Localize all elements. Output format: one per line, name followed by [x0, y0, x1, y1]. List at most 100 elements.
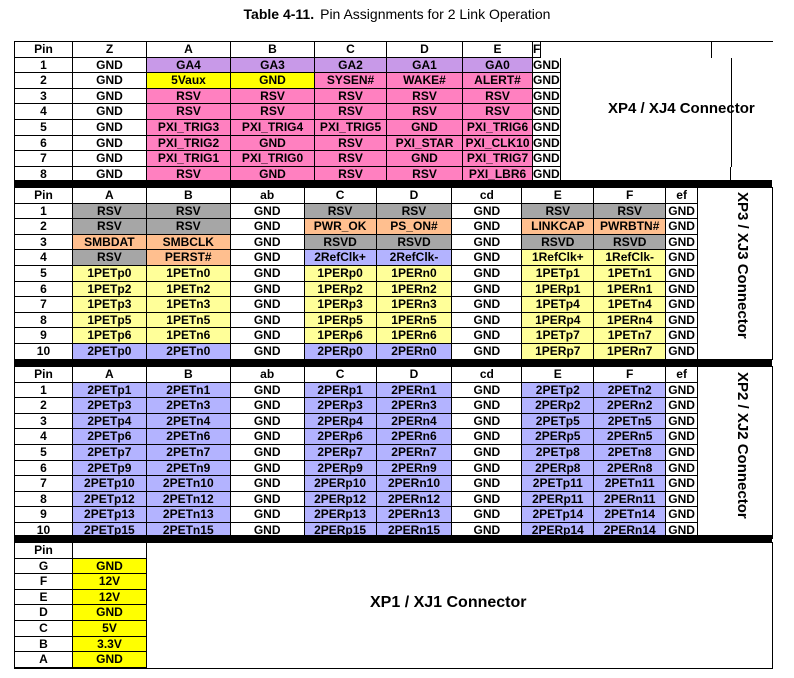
- table-row: 7 1PETp3 1PETn3 GND 1PERp3 1PERn3 GND 1PETp4 1PE…: [15, 297, 772, 313]
- column-header: A: [72, 367, 147, 383]
- pin-signal-cell: 1PETp1: [522, 265, 595, 282]
- pin-signal-cell: 2PERp0: [304, 343, 377, 360]
- pin-signal-cell: RSV: [315, 151, 387, 167]
- pin-signal-cell: 2PERn3: [376, 398, 453, 414]
- pin-number: C: [15, 620, 73, 637]
- pin-number: 4: [15, 104, 73, 120]
- pin-signal-cell: 2PETn12: [146, 491, 231, 508]
- pin-signal-cell: 5Vaux: [147, 73, 231, 89]
- column-header: A: [147, 42, 231, 58]
- column-header: cd: [452, 188, 523, 204]
- pin-number: A: [15, 652, 73, 668]
- pin-signal-cell: RSV: [72, 250, 147, 266]
- pin-signal-cell: 2PETp2: [522, 382, 595, 399]
- empty-area: [561, 104, 732, 120]
- pin-signal-cell: 2PERn7: [376, 444, 453, 461]
- pin-signal-cell: RSVD: [304, 234, 377, 251]
- table-row: D GND: [15, 605, 772, 621]
- pin-signal-cell: 2RefClk-: [376, 250, 453, 266]
- xp4-connector-label: XP4 / XJ4 Connector: [608, 100, 755, 117]
- pin-signal-cell: 2PETp12: [72, 491, 147, 508]
- pin-signal-cell: GND: [230, 297, 305, 313]
- pin-number: 3: [15, 234, 73, 251]
- column-header: C: [304, 188, 377, 204]
- pin-signal-cell: RSV: [315, 104, 387, 120]
- table-row: 5 1PETp0 1PETn0 GND 1PERp0 1PERn0 GND 1PETp1 1PE…: [15, 265, 772, 282]
- pin-signal-cell: GND: [452, 507, 523, 523]
- empty-area: [561, 57, 732, 74]
- pin-signal-cell: 1PERp5: [304, 312, 377, 329]
- pin-signal-cell: SMBDAT: [72, 234, 147, 251]
- pin-number: 4: [15, 429, 73, 445]
- pin-signal-cell: 1PETp0: [72, 265, 147, 282]
- pin-signal-cell: RSV: [463, 104, 533, 120]
- pin-signal-cell: 2PERn1: [376, 382, 453, 399]
- pin-signal-cell: RSV: [522, 203, 595, 220]
- pin-number: 6: [15, 135, 73, 152]
- pin-signal-cell: PERST#: [146, 250, 231, 266]
- pin-signal-cell: GA1: [387, 57, 463, 74]
- pin-signal-cell: 2PETp4: [72, 413, 147, 430]
- pin-signal-cell: PS_ON#: [376, 219, 453, 235]
- pin-signal-cell: GND: [230, 413, 305, 430]
- pin-signal-cell: RSV: [315, 88, 387, 105]
- pin-signal-cell: GND: [230, 444, 305, 461]
- pin-signal-cell: GND: [452, 460, 523, 477]
- column-header: F: [594, 367, 667, 383]
- pin-signal-cell: RSV: [147, 166, 231, 183]
- pin-signal-cell: 2PETn14: [594, 507, 667, 523]
- column-header: E: [463, 42, 533, 58]
- pin-signal-cell: 2PETn0: [146, 343, 231, 360]
- header-row: Pin: [15, 543, 772, 559]
- pin-signal-cell: 5V: [73, 620, 147, 637]
- pin-signal-cell: 12V: [73, 589, 147, 606]
- pin-signal-cell: 2PERn6: [376, 429, 453, 445]
- pin-signal-cell: GND: [73, 151, 147, 167]
- table-row: 1 GND GA4 GA3 GA2 GA1 GA0 GND: [15, 57, 773, 74]
- pin-signal-cell: 1PETn7: [594, 328, 667, 344]
- table-row: 8 1PETp5 1PETn5 GND 1PERp5 1PERn5 GND 1PERp4 1PE…: [15, 312, 772, 329]
- pin-signal-cell: GND: [231, 135, 315, 152]
- table-row: E 12V: [15, 589, 772, 606]
- pin-number: 1: [15, 203, 73, 220]
- table-row: 6 2PETp9 2PETn9 GND 2PERp9 2PERn9 GND 2PERp8 2PE…: [15, 460, 772, 477]
- pin-signal-cell: GND: [73, 104, 147, 120]
- pin-signal-cell: 1PERp3: [304, 297, 377, 313]
- column-header: Pin: [15, 367, 73, 383]
- pin-signal-cell: 2PETp3: [72, 398, 147, 414]
- pin-signal-cell: GND: [666, 476, 699, 492]
- pin-signal-cell: 2PETp11: [522, 476, 595, 492]
- pin-signal-cell: GND: [666, 429, 699, 445]
- pin-signal-cell: GND: [666, 444, 699, 461]
- column-header: D: [376, 367, 453, 383]
- table-row: 4 RSV PERST# GND 2RefClk+ 2RefClk- GND 1RefClk+…: [15, 250, 772, 266]
- pin-signal-cell: 2PETp1: [72, 382, 147, 399]
- pin-signal-cell: GND: [230, 265, 305, 282]
- pin-signal-cell: 2PERn8: [594, 460, 667, 477]
- column-header: F: [594, 188, 667, 204]
- pin-number: 2: [15, 219, 73, 235]
- pin-number: 5: [15, 119, 73, 136]
- pin-signal-cell: 3.3V: [73, 636, 147, 653]
- column-header: ab: [230, 188, 305, 204]
- pin-signal-cell: RSVD: [594, 234, 667, 251]
- pin-signal-cell: 1PERn3: [376, 297, 453, 313]
- xp3-connector-label: XP3 / XJ3 Connector: [734, 192, 751, 339]
- table-row: 2 2PETp3 2PETn3 GND 2PERp3 2PERn3 GND 2PERp2 2PE…: [15, 398, 772, 414]
- pin-signal-cell: PXI_CLK10: [463, 135, 533, 152]
- table-row: 1 2PETp1 2PETn1 GND 2PERp1 2PERn1 GND 2PETp2 2PE…: [15, 382, 772, 399]
- pin-signal-cell: GND: [230, 476, 305, 492]
- pin-signal-cell: PXI_STAR: [387, 135, 463, 152]
- pin-signal-cell: GND: [452, 343, 523, 360]
- pin-signal-cell: GA0: [463, 57, 533, 74]
- pin-signal-cell: 2PETn7: [146, 444, 231, 461]
- pin-signal-cell: RSV: [146, 219, 231, 235]
- pin-signal-cell: 2PERp15: [304, 522, 377, 539]
- column-header: Z: [73, 42, 147, 58]
- pin-signal-cell: 1PETp3: [72, 297, 147, 313]
- column-header: ef: [666, 188, 699, 204]
- pin-signal-cell: 1PERn5: [376, 312, 453, 329]
- table-row: 2 GND 5Vaux GND SYSEN# WAKE# ALERT# GND: [15, 73, 773, 89]
- pin-signal-cell: GND: [387, 151, 463, 167]
